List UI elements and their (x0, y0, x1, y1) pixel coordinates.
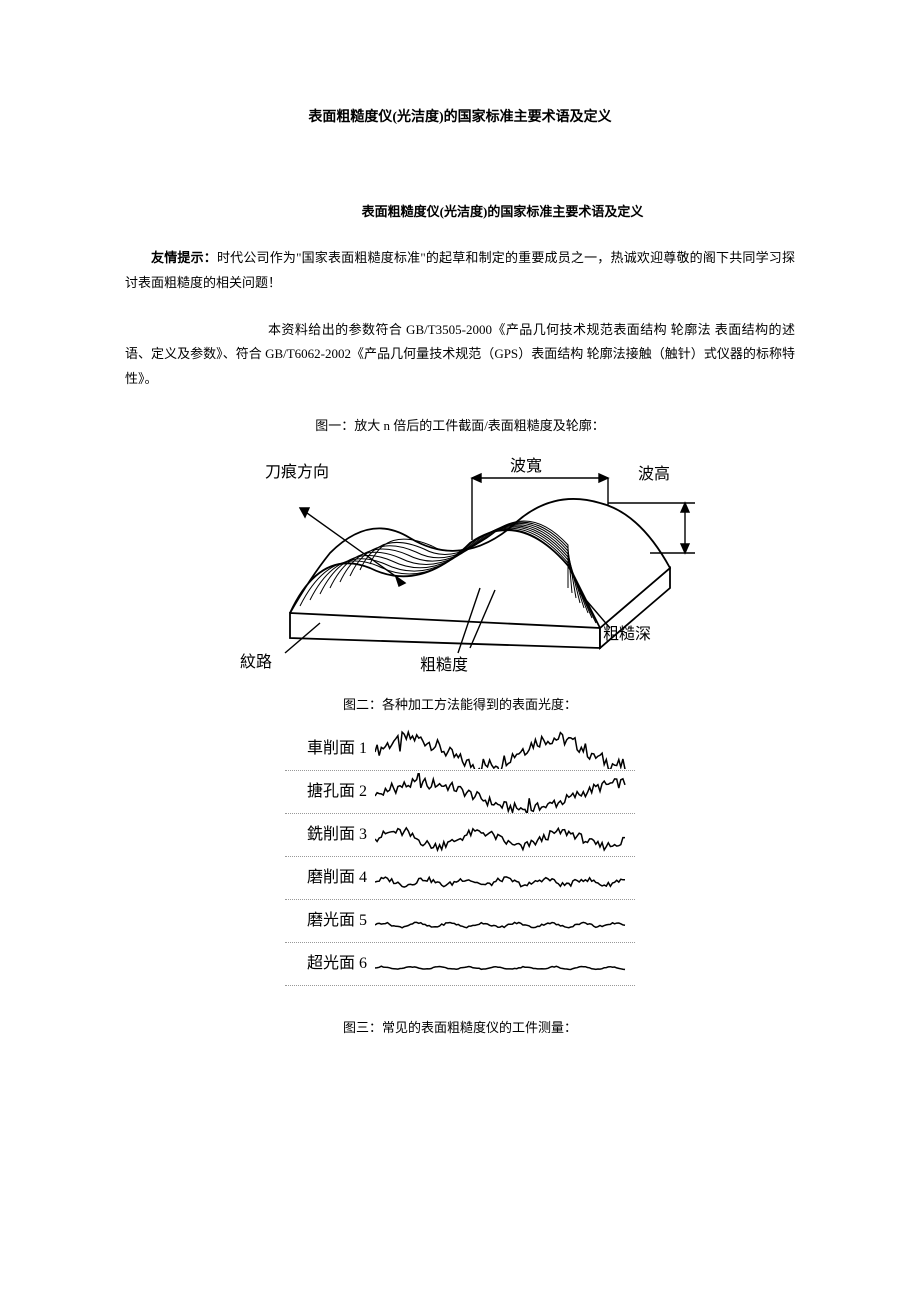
fig2-row-label: 銑削面 3 (285, 820, 375, 850)
fig2-row-label: 磨光面 5 (285, 906, 375, 936)
fig2-row: 磨光面 5 (285, 900, 635, 942)
fig2-row: 銑削面 3 (285, 814, 635, 856)
fig1-label-texture: 紋路 (240, 648, 272, 678)
fig2-row-label: 超光面 6 (285, 949, 375, 979)
fig2-wave-svg (375, 945, 635, 985)
fig2-wave-svg (375, 773, 635, 813)
tip-body: 时代公司作为"国家表面粗糙度标准"的起草和制定的重要成员之一，热诚欢迎尊敬的阁下… (125, 250, 795, 290)
fig2-wave-svg (375, 816, 635, 856)
fig2-wave-svg (375, 859, 635, 899)
figure-2: 車削面 1 搪孔面 2 銑削面 3 磨削面 4 磨光面 5 超光面 6 (285, 728, 635, 986)
fig2-row-label: 車削面 1 (285, 734, 375, 764)
main-title: 表面粗糙度仪(光洁度)的国家标准主要术语及定义 (125, 105, 795, 132)
fig1-label-wave-height: 波高 (638, 460, 670, 490)
figure-2-caption: 图二：各种加工方法能得到的表面光度： (125, 693, 795, 718)
fig2-row: 超光面 6 (285, 943, 635, 985)
fig2-row: 搪孔面 2 (285, 771, 635, 813)
figure-3-caption: 图三：常见的表面粗糙度仪的工件测量： (125, 1016, 795, 1041)
fig1-label-knife: 刀痕方向 (265, 458, 329, 488)
sub-title: 表面粗糙度仪(光洁度)的国家标准主要术语及定义 (125, 200, 795, 225)
fig2-row-label: 搪孔面 2 (285, 777, 375, 807)
fig2-wave-svg (375, 902, 635, 942)
tip-paragraph: 友情提示：时代公司作为"国家表面粗糙度标准"的起草和制定的重要成员之一，热诚欢迎… (125, 246, 795, 295)
fig1-label-rough-depth: 粗糙深 (603, 620, 651, 650)
fig1-label-wave-width: 波寬 (510, 452, 542, 482)
fig2-wave-svg (375, 729, 635, 769)
fig2-row: 磨削面 4 (285, 857, 635, 899)
fig2-divider (285, 985, 635, 986)
figure-1-caption: 图一：放大 n 倍后的工件截面/表面粗糙度及轮廓： (125, 414, 795, 439)
standards-paragraph: 本资料给出的参数符合 GB/T3505-2000《产品几何技术规范表面结构 轮廓… (125, 318, 795, 392)
tip-label: 友情提示： (151, 250, 217, 265)
fig2-row-label: 磨削面 4 (285, 863, 375, 893)
figure-1: 刀痕方向 波寬 波高 紋路 粗糙度 粗糙深 (210, 448, 710, 673)
fig2-row: 車削面 1 (285, 728, 635, 770)
fig1-label-roughness: 粗糙度 (420, 651, 468, 681)
